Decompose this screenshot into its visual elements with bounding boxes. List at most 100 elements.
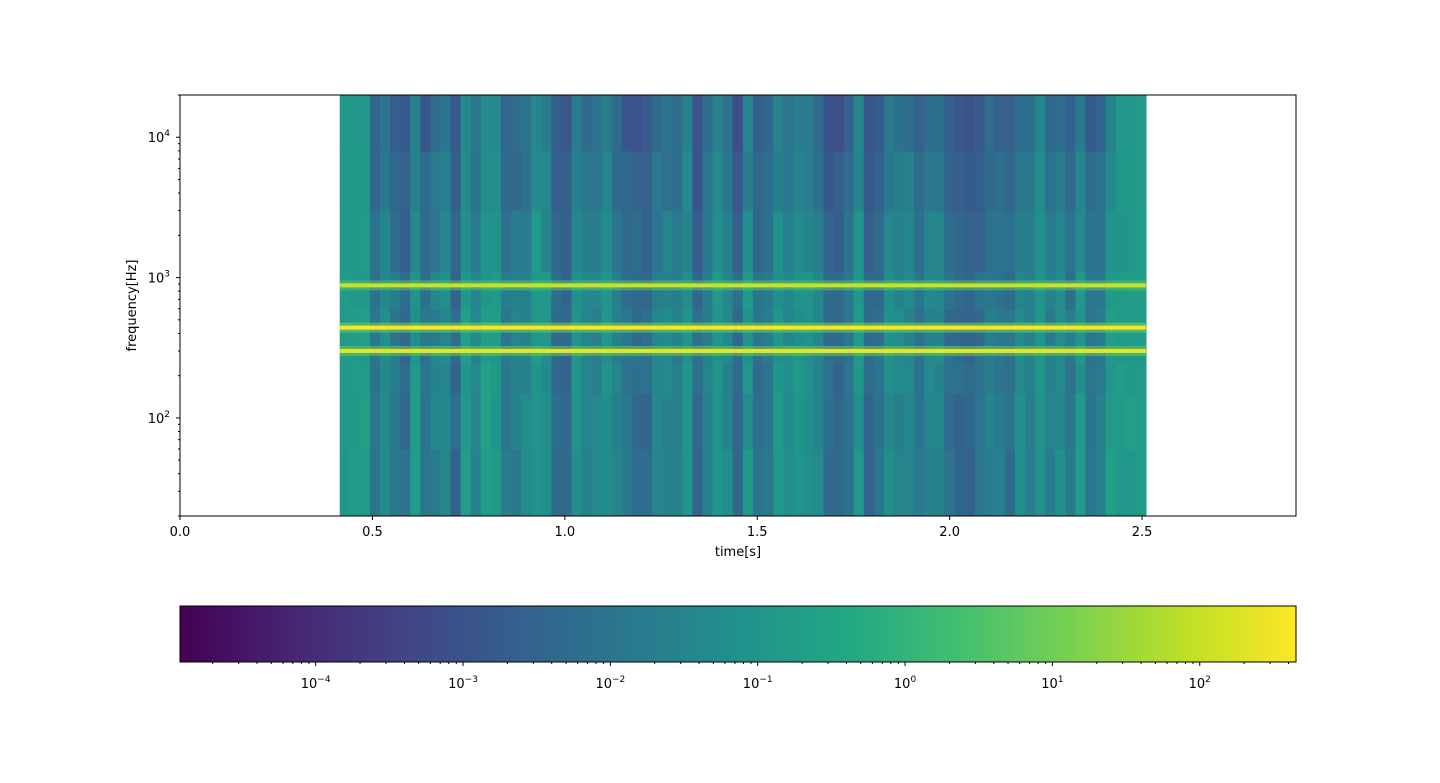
heatmap-cell [833,271,845,310]
heatmap-cell [1014,95,1026,152]
heatmap-cell [400,449,411,516]
heatmap-cell [390,271,401,310]
heatmap-cell [591,210,603,273]
heatmap-cell [490,150,502,212]
heatmap-cell [984,449,996,516]
heatmap-cell [380,449,391,516]
y-tick-label: 103 [148,270,170,287]
heatmap-cell [1115,362,1127,394]
heatmap-cell [390,393,401,450]
heatmap-cell [662,95,673,152]
heatmap-cell [702,362,714,394]
heatmap-cell [1065,449,1076,516]
heatmap-cell [400,271,411,310]
heatmap-cell [1065,271,1076,310]
heatmap-cell [490,362,502,394]
heatmap-cell [1014,150,1026,212]
heatmap-cell [682,210,694,273]
heatmap-cell [1095,362,1107,394]
heatmap-cell [853,271,865,310]
heatmap-cell [833,362,845,394]
heatmap-cell [833,449,845,516]
heatmap-cell [662,210,673,273]
heatmap-cell [601,210,613,273]
heatmap-cell [823,449,835,516]
heatmap-cell [672,210,683,273]
heatmap-cell [561,95,573,152]
heatmap-cell [450,393,462,450]
heatmap-cell [762,271,774,310]
heatmap-cell [420,449,431,516]
heatmap-cell [621,393,633,450]
heatmap-cell [823,271,835,310]
colorbar-gradient [180,606,1296,662]
heatmap-cell [380,210,391,273]
heatmap-cell [1035,449,1046,516]
heatmap-cell [460,449,472,516]
heatmap-cell [1075,449,1087,516]
heatmap-cell [349,210,361,273]
heatmap-cell [369,362,381,394]
heatmap-cell [571,150,583,212]
heatmap-cell [974,362,986,394]
heatmap-cell [843,449,855,516]
heatmap-cell [924,449,935,516]
heatmap-cell [904,362,915,394]
heatmap-cell [359,449,371,516]
heatmap-cell [833,210,845,273]
heatmap-cell [954,210,966,273]
heatmap-cell [369,393,381,450]
heatmap-cell [480,362,492,394]
colorbar-tick-label: 10−3 [448,675,478,692]
colorbar-tick-label: 100 [894,675,917,692]
heatmap-cell [934,449,945,516]
heatmap-cell [934,210,945,273]
heatmap-cell [742,95,754,152]
heatmap-cell [752,449,764,516]
heatmap-cell [400,362,411,394]
heatmap-cell [521,449,532,516]
heatmap-cell [1085,449,1097,516]
heatmap-cell [541,95,552,152]
heatmap-cell [954,150,966,212]
heatmap-cell [1065,95,1076,152]
heatmap-cell [430,271,442,310]
heatmap-cell [823,393,835,450]
heatmap-cell [511,362,522,394]
heatmap-cell [601,393,613,450]
heatmap-cell [813,150,825,212]
heatmap-cell [904,271,915,310]
heatmap-cell [601,362,613,394]
heatmap-cell [672,271,683,310]
heatmap-cell [813,210,825,273]
heatmap-cell [853,95,865,152]
heatmap-cell [611,393,623,450]
heatmap-cell [662,362,673,394]
heatmap-cell [611,95,623,152]
heatmap-cell [742,150,754,212]
heatmap-cell [783,393,794,450]
tonal-line [339,348,1146,353]
heatmap-cell [460,150,472,212]
heatmap-cell [702,210,714,273]
heatmap-cell [571,210,583,273]
heatmap-cell [904,95,915,152]
heatmap-cell [1004,393,1016,450]
heatmap-cell [460,362,472,394]
heatmap-cell [762,210,774,273]
heatmap-cell [752,393,764,450]
heatmap-cell [873,95,885,152]
heatmap-cell [531,95,542,152]
heatmap-cell [551,210,563,273]
heatmap-cell [974,95,986,152]
heatmap-cell [349,150,361,212]
heatmap-cell [692,271,704,310]
colorbar: 10−4 10−3 10−2 10−1 100 101 102 [179,605,1297,692]
heatmap-cell [1105,95,1117,152]
heatmap-cell [652,449,663,516]
heatmap-cell [470,362,482,394]
heatmap-cell [450,271,462,310]
heatmap-cell [682,150,694,212]
heatmap-cell [642,449,653,516]
